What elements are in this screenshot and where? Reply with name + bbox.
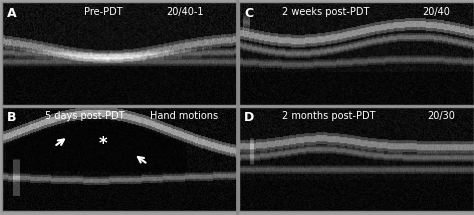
Text: *: * [99, 135, 108, 153]
Text: B: B [7, 111, 17, 124]
Text: 5 days post-PDT: 5 days post-PDT [45, 111, 124, 121]
Text: C: C [244, 7, 253, 20]
Text: 2 weeks post-PDT: 2 weeks post-PDT [282, 7, 369, 17]
Text: 20/40-1: 20/40-1 [166, 7, 204, 17]
Text: 2 months post-PDT: 2 months post-PDT [282, 111, 375, 121]
Text: 20/30: 20/30 [427, 111, 455, 121]
Text: Hand motions: Hand motions [150, 111, 219, 121]
Text: D: D [244, 111, 255, 124]
Text: 20/40: 20/40 [422, 7, 450, 17]
Text: A: A [7, 7, 17, 20]
Text: Pre-PDT: Pre-PDT [84, 7, 123, 17]
